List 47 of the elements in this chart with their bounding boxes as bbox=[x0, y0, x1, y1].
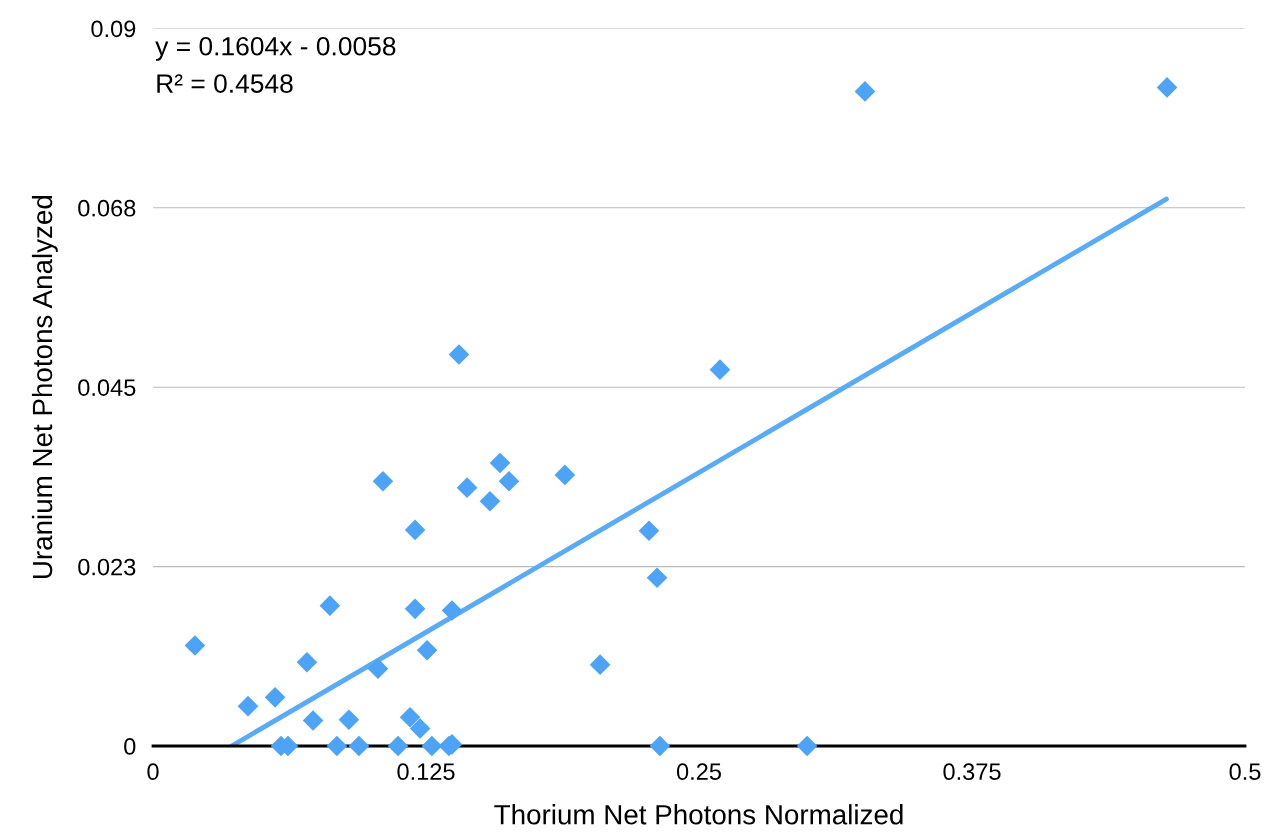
x-tick-label: 0.125 bbox=[397, 763, 455, 781]
point bbox=[338, 709, 360, 730]
point bbox=[348, 735, 370, 757]
point bbox=[854, 81, 876, 102]
point bbox=[387, 735, 409, 757]
point bbox=[367, 658, 389, 679]
point bbox=[421, 735, 443, 757]
point bbox=[326, 735, 348, 757]
point bbox=[416, 640, 438, 661]
point bbox=[409, 718, 431, 739]
point bbox=[448, 344, 470, 365]
point bbox=[237, 695, 259, 717]
point bbox=[296, 651, 318, 673]
y-axis-title: Uranium Net Photons Analyzed bbox=[31, 195, 58, 579]
point bbox=[638, 520, 660, 542]
x-tick-label: 0 bbox=[147, 763, 159, 781]
point bbox=[372, 470, 394, 492]
point bbox=[319, 595, 341, 616]
point bbox=[554, 464, 576, 486]
point bbox=[796, 735, 818, 757]
point bbox=[456, 477, 478, 498]
point bbox=[184, 635, 206, 656]
annotation: R² = 0.4548 bbox=[157, 74, 293, 93]
point bbox=[404, 519, 426, 541]
y-tick-label: 0.068 bbox=[78, 199, 136, 217]
y-tick-label: 0.045 bbox=[78, 379, 136, 396]
y-tick-label: 0.09 bbox=[91, 20, 136, 38]
point bbox=[302, 710, 324, 731]
point bbox=[709, 359, 731, 380]
point bbox=[404, 598, 426, 620]
point bbox=[441, 600, 463, 621]
x-tick-label: 0.375 bbox=[943, 763, 1001, 781]
point bbox=[589, 654, 611, 675]
point bbox=[264, 687, 286, 708]
point bbox=[498, 470, 520, 492]
x-tick-label: 0.25 bbox=[676, 763, 721, 781]
x-axis-title: Thorium Net Photons Normalized bbox=[494, 804, 903, 825]
y-tick-label: 0 bbox=[124, 738, 136, 755]
point bbox=[646, 567, 668, 589]
point bbox=[479, 490, 501, 512]
x-tick-label: 0.5 bbox=[1229, 763, 1261, 781]
point bbox=[649, 735, 671, 757]
annotation: y = 0.1604x - 0.0058 bbox=[155, 36, 396, 61]
y-tick-label: 0.023 bbox=[78, 558, 136, 576]
point bbox=[399, 707, 421, 728]
point bbox=[489, 452, 511, 474]
point bbox=[1156, 77, 1178, 98]
